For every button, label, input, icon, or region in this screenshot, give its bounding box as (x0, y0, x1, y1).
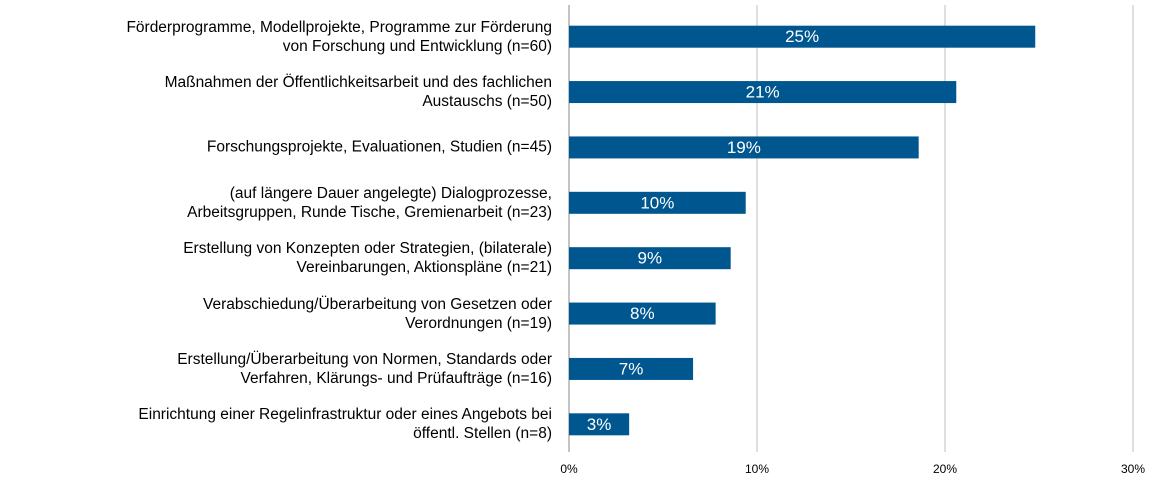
category-label: Einrichtung einer Regelinfrastruktur ode… (138, 406, 552, 443)
bar-value-label: 3% (587, 415, 612, 434)
category-label: Forschungsprojekte, Evaluationen, Studie… (206, 138, 552, 156)
bar (569, 357, 694, 380)
bar-value-label: 10% (640, 193, 674, 212)
bar (569, 302, 716, 325)
bar-value-label: 25% (785, 27, 819, 46)
bar-value-label: 7% (619, 359, 644, 378)
bar-value-label: 19% (727, 138, 761, 157)
bar-value-label: 8% (630, 304, 655, 323)
bar (569, 81, 957, 104)
x-tick-label: 0% (560, 462, 578, 476)
bar (569, 136, 919, 159)
x-tick-label: 10% (745, 462, 769, 476)
category-label: (auf längere Dauer angelegte) Dialogproz… (187, 184, 552, 221)
bar-value-label: 21% (746, 83, 780, 102)
category-label: Erstellung von Konzepten oder Strategien… (183, 240, 552, 277)
category-label: Verabschiedung/Überarbeitung von Gesetze… (203, 295, 552, 332)
bar (569, 191, 746, 214)
bar (569, 247, 731, 270)
category-label: Erstellung/Überarbeitung von Normen, Sta… (177, 350, 552, 387)
bar-value-label: 9% (638, 249, 663, 268)
bar (569, 413, 630, 436)
bar (569, 25, 1036, 48)
x-tick-label: 20% (933, 462, 957, 476)
category-label: Maßnahmen der Öffentlichkeitsarbeit und … (164, 74, 552, 111)
x-tick-label: 30% (1121, 462, 1145, 476)
category-label: Förderprogramme, Modellprojekte, Program… (126, 18, 552, 55)
